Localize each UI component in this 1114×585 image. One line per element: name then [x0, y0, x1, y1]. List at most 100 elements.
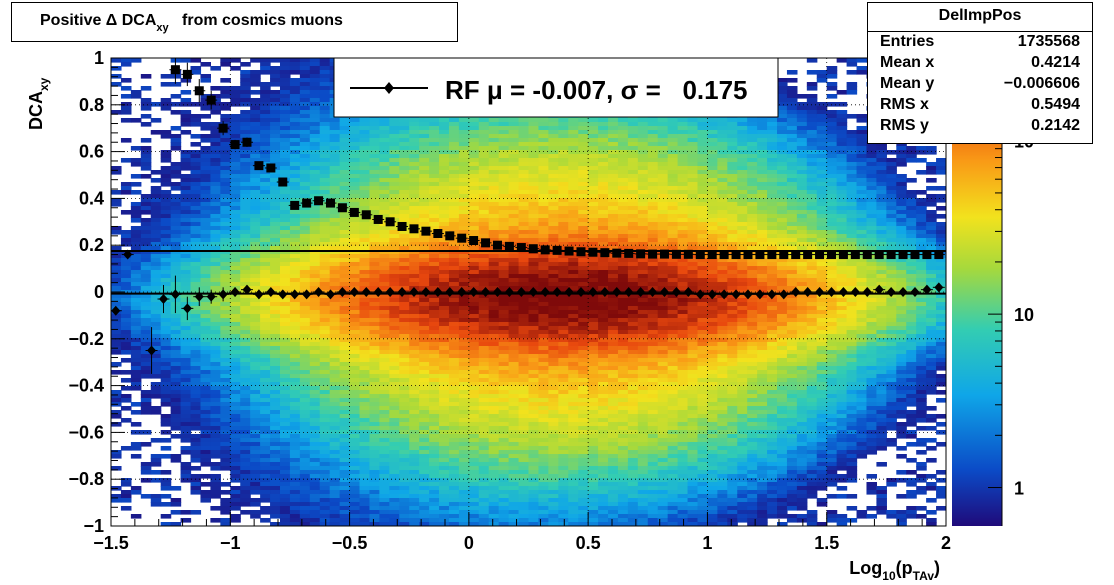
heatmap-cell — [220, 366, 231, 371]
heatmap-cell — [508, 398, 520, 403]
heatmap-cell — [120, 58, 132, 63]
heatmap-cell — [289, 234, 301, 239]
heatmap-cell — [349, 278, 361, 283]
heatmap-cell — [299, 458, 311, 463]
heatmap-cell — [289, 230, 301, 235]
heatmap-cell — [488, 466, 500, 471]
heatmap-cell — [339, 234, 351, 239]
heatmap-cell — [439, 374, 450, 379]
heatmap-cell — [498, 210, 510, 215]
heatmap-cell — [240, 166, 251, 171]
heatmap-cell — [270, 114, 281, 119]
heatmap-cell — [359, 266, 371, 271]
heatmap-cell — [409, 506, 420, 511]
heatmap-cell — [478, 218, 490, 223]
heatmap-cell — [210, 462, 221, 467]
heatmap-cell — [220, 418, 231, 423]
heatmap-cell — [299, 254, 311, 259]
heatmap-cell — [508, 190, 520, 195]
heatmap-cell — [498, 498, 510, 503]
heatmap-cell — [220, 230, 231, 235]
heatmap-cell — [200, 426, 211, 431]
heatmap-cell — [468, 194, 480, 199]
heatmap-cell — [250, 250, 261, 255]
heatmap-cell — [200, 414, 211, 419]
heatmap-cell — [538, 170, 549, 175]
heatmap-cell — [329, 382, 341, 387]
heatmap-cell — [140, 494, 152, 499]
heatmap-cell — [488, 226, 500, 231]
heatmap-cell — [488, 174, 500, 179]
heatmap-cell — [170, 182, 182, 187]
heatmap-cell — [190, 218, 202, 223]
heatmap-cell — [170, 162, 182, 167]
heatmap-cell — [498, 230, 510, 235]
heatmap-cell — [140, 138, 152, 143]
heatmap-cell — [240, 346, 251, 351]
heatmap-cell — [250, 358, 261, 363]
heatmap-cell — [349, 302, 361, 307]
heatmap-cell — [270, 118, 281, 123]
heatmap-cell — [279, 58, 291, 63]
heatmap-cell — [558, 198, 569, 203]
heatmap-cell — [558, 170, 569, 175]
heatmap-cell — [448, 446, 460, 451]
heatmap-cell — [439, 386, 450, 391]
heatmap-cell — [299, 266, 311, 271]
heatmap-cell — [528, 154, 540, 159]
heatmap-cell — [548, 154, 559, 159]
heatmap-cell — [359, 166, 371, 171]
heatmap-cell — [558, 422, 569, 427]
heatmap-cell — [260, 430, 271, 435]
heatmap-cell — [230, 366, 241, 371]
heatmap-cell — [279, 78, 291, 83]
heatmap-cell — [260, 322, 271, 327]
heatmap-cell — [478, 354, 490, 359]
heatmap-cell — [180, 390, 192, 395]
heatmap-cell — [478, 222, 490, 227]
heatmap-cell — [508, 230, 520, 235]
heatmap-cell — [458, 298, 470, 303]
heatmap-cell — [319, 226, 331, 231]
heatmap-cell — [349, 474, 361, 479]
heatmap-cell — [160, 514, 172, 519]
heatmap-cell — [140, 442, 152, 447]
heatmap-cell — [498, 354, 510, 359]
heatmap-cell — [150, 234, 162, 239]
heatmap-cell — [379, 458, 390, 463]
heatmap-cell — [339, 122, 351, 127]
heatmap-cell — [478, 134, 490, 139]
heatmap-cell — [150, 314, 162, 319]
heatmap-cell — [478, 466, 490, 471]
heatmap-cell — [349, 258, 361, 263]
heatmap-cell — [230, 498, 241, 503]
heatmap-cell — [379, 250, 390, 255]
heatmap-cell — [299, 142, 311, 147]
heatmap-cell — [200, 94, 211, 99]
heatmap-cell — [279, 238, 291, 243]
heatmap-cell — [319, 118, 331, 123]
heatmap-cell — [558, 354, 569, 359]
heatmap-cell — [399, 274, 410, 279]
heatmap-cell — [279, 90, 291, 95]
heatmap-cell — [319, 98, 331, 103]
heatmap-cell — [150, 206, 162, 211]
heatmap-cell — [319, 326, 331, 331]
heatmap-cell — [339, 518, 351, 523]
heatmap-cell — [279, 338, 291, 343]
heatmap-cell — [240, 294, 251, 299]
heatmap-cell — [339, 370, 351, 375]
heatmap-cell — [399, 194, 410, 199]
heatmap-cell — [478, 350, 490, 355]
heatmap-cell — [200, 418, 211, 423]
heatmap-cell — [379, 210, 390, 215]
heatmap-cell — [190, 246, 202, 251]
heatmap-cell — [319, 86, 331, 91]
heatmap-cell — [270, 326, 281, 331]
heatmap-cell — [160, 218, 172, 223]
heatmap-cell — [279, 234, 291, 239]
heatmap-cell — [319, 346, 331, 351]
heatmap-cell — [508, 118, 520, 123]
heatmap-cell — [528, 378, 540, 383]
heatmap-cell — [250, 426, 261, 431]
